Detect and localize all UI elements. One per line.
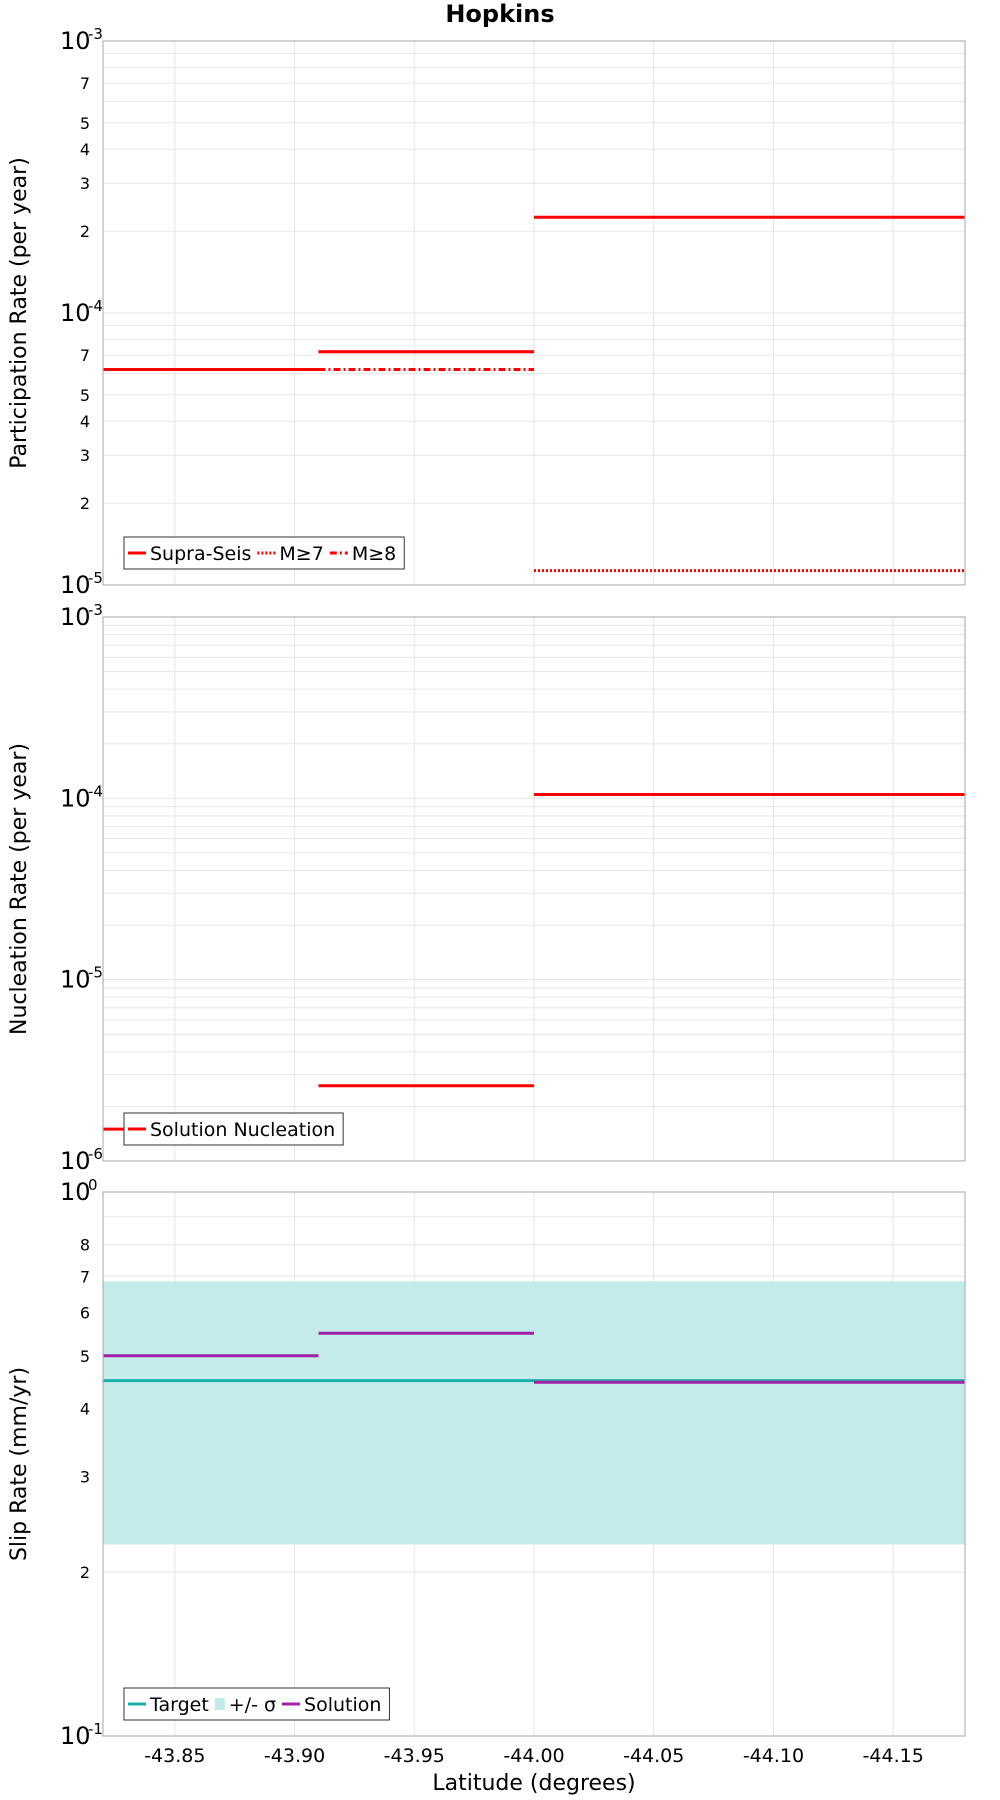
- legend-label-sigma: +/- σ: [229, 1694, 276, 1716]
- y-major-tick-label: 10: [60, 27, 91, 55]
- participation-y-label: Participation Rate (per year): [7, 157, 32, 469]
- sigma-band: [103, 1281, 965, 1545]
- y-major-tick-exponent: -1: [88, 1720, 103, 1738]
- y-major-tick-exponent: -4: [88, 782, 103, 800]
- x-tick-label: -43.85: [144, 1745, 205, 1767]
- y-major-tick-label: 10: [60, 1178, 91, 1206]
- legend-label-target: Target: [149, 1694, 209, 1716]
- legend-box: [123, 1687, 390, 1721]
- y-minor-tick-label: 4: [80, 412, 90, 431]
- y-minor-tick-label: 8: [80, 1236, 90, 1255]
- y-minor-tick-label: 3: [80, 446, 90, 465]
- y-minor-tick-label: 2: [80, 494, 90, 513]
- y-minor-tick-label: 3: [80, 174, 90, 193]
- legend-label-m-8: M≥8: [352, 543, 396, 565]
- x-tick-labels: -43.85 -43.90 -43.95 -44.00 -44.05 -44.10 -44.…: [144, 1745, 924, 1767]
- y-minor-tick-label: 2: [80, 222, 90, 241]
- y-minor-tick-label: 7: [80, 1267, 90, 1286]
- x-tick-label: -44.00: [503, 1745, 564, 1767]
- x-tick-label: -44.05: [623, 1745, 684, 1767]
- legend-label-m-7: M≥7: [279, 543, 323, 565]
- y-major-tick-label: 10: [60, 1147, 91, 1175]
- y-major-tick-label: 10: [60, 299, 91, 327]
- y-minor-tick-label: 7: [80, 74, 90, 93]
- y-major-tick-exponent: -5: [88, 964, 103, 982]
- y-major-tick-label: 10: [60, 603, 91, 631]
- x-tick-label: -43.90: [264, 1745, 325, 1767]
- y-minor-tick-label: 7: [80, 346, 90, 365]
- slip-legend: Target +/- σ Solution: [123, 1687, 390, 1721]
- nucleation-panel: 10-310-410-510-6 Nucleation Rate (per ye…: [7, 601, 966, 1175]
- legend-box: [123, 1112, 344, 1146]
- legend-swatch-band: [214, 1698, 225, 1710]
- y-major-tick-label: 10: [60, 784, 91, 812]
- y-major-tick-exponent: -6: [88, 1145, 103, 1163]
- legend-label-solution: Solution: [304, 1694, 381, 1716]
- legend-box: [123, 536, 405, 570]
- y-major-tick-exponent: -4: [88, 297, 103, 315]
- y-minor-tick-label: 2: [80, 1563, 90, 1582]
- x-tick-label: -44.15: [863, 1745, 924, 1767]
- y-major-tick-label: 10: [60, 966, 91, 994]
- y-minor-tick-label: 3: [80, 1467, 90, 1486]
- legend-label-solution-nucleation: Solution Nucleation: [150, 1119, 335, 1141]
- y-minor-tick-label: 6: [80, 1304, 90, 1323]
- x-tick-label: -44.10: [743, 1745, 804, 1767]
- x-tick-label: -43.95: [384, 1745, 445, 1767]
- y-minor-tick-label: 5: [80, 386, 90, 405]
- y-minor-tick-label: 4: [80, 1399, 90, 1418]
- y-major-tick-label: 10: [60, 1722, 91, 1750]
- nucleation-plot-frame: [102, 616, 966, 1162]
- nucleation-y-label: Nucleation Rate (per year): [7, 743, 32, 1035]
- y-major-tick-exponent: -3: [88, 25, 103, 43]
- slip-y-label: Slip Rate (mm/yr): [7, 1367, 32, 1561]
- participation-legend: Supra-Seis M≥7 M≥8: [123, 536, 405, 570]
- y-minor-tick-label: 5: [80, 114, 90, 133]
- y-major-tick-exponent: -3: [88, 601, 103, 619]
- participation-plot-frame: [102, 40, 966, 586]
- slip-plot-frame: [102, 1191, 966, 1737]
- y-major-tick-exponent: 0: [88, 1176, 98, 1194]
- x-axis-label: Latitude (degrees): [432, 1771, 635, 1796]
- y-major-tick-exponent: -5: [88, 569, 103, 587]
- y-major-tick-label: 10: [60, 571, 91, 599]
- y-minor-tick-label: 4: [80, 140, 90, 159]
- figure-title: Hopkins: [445, 0, 554, 28]
- legend-label-supra-seis: Supra-Seis: [150, 543, 251, 565]
- y-minor-tick-label: 5: [80, 1347, 90, 1366]
- nucleation-legend: Solution Nucleation: [123, 1112, 344, 1146]
